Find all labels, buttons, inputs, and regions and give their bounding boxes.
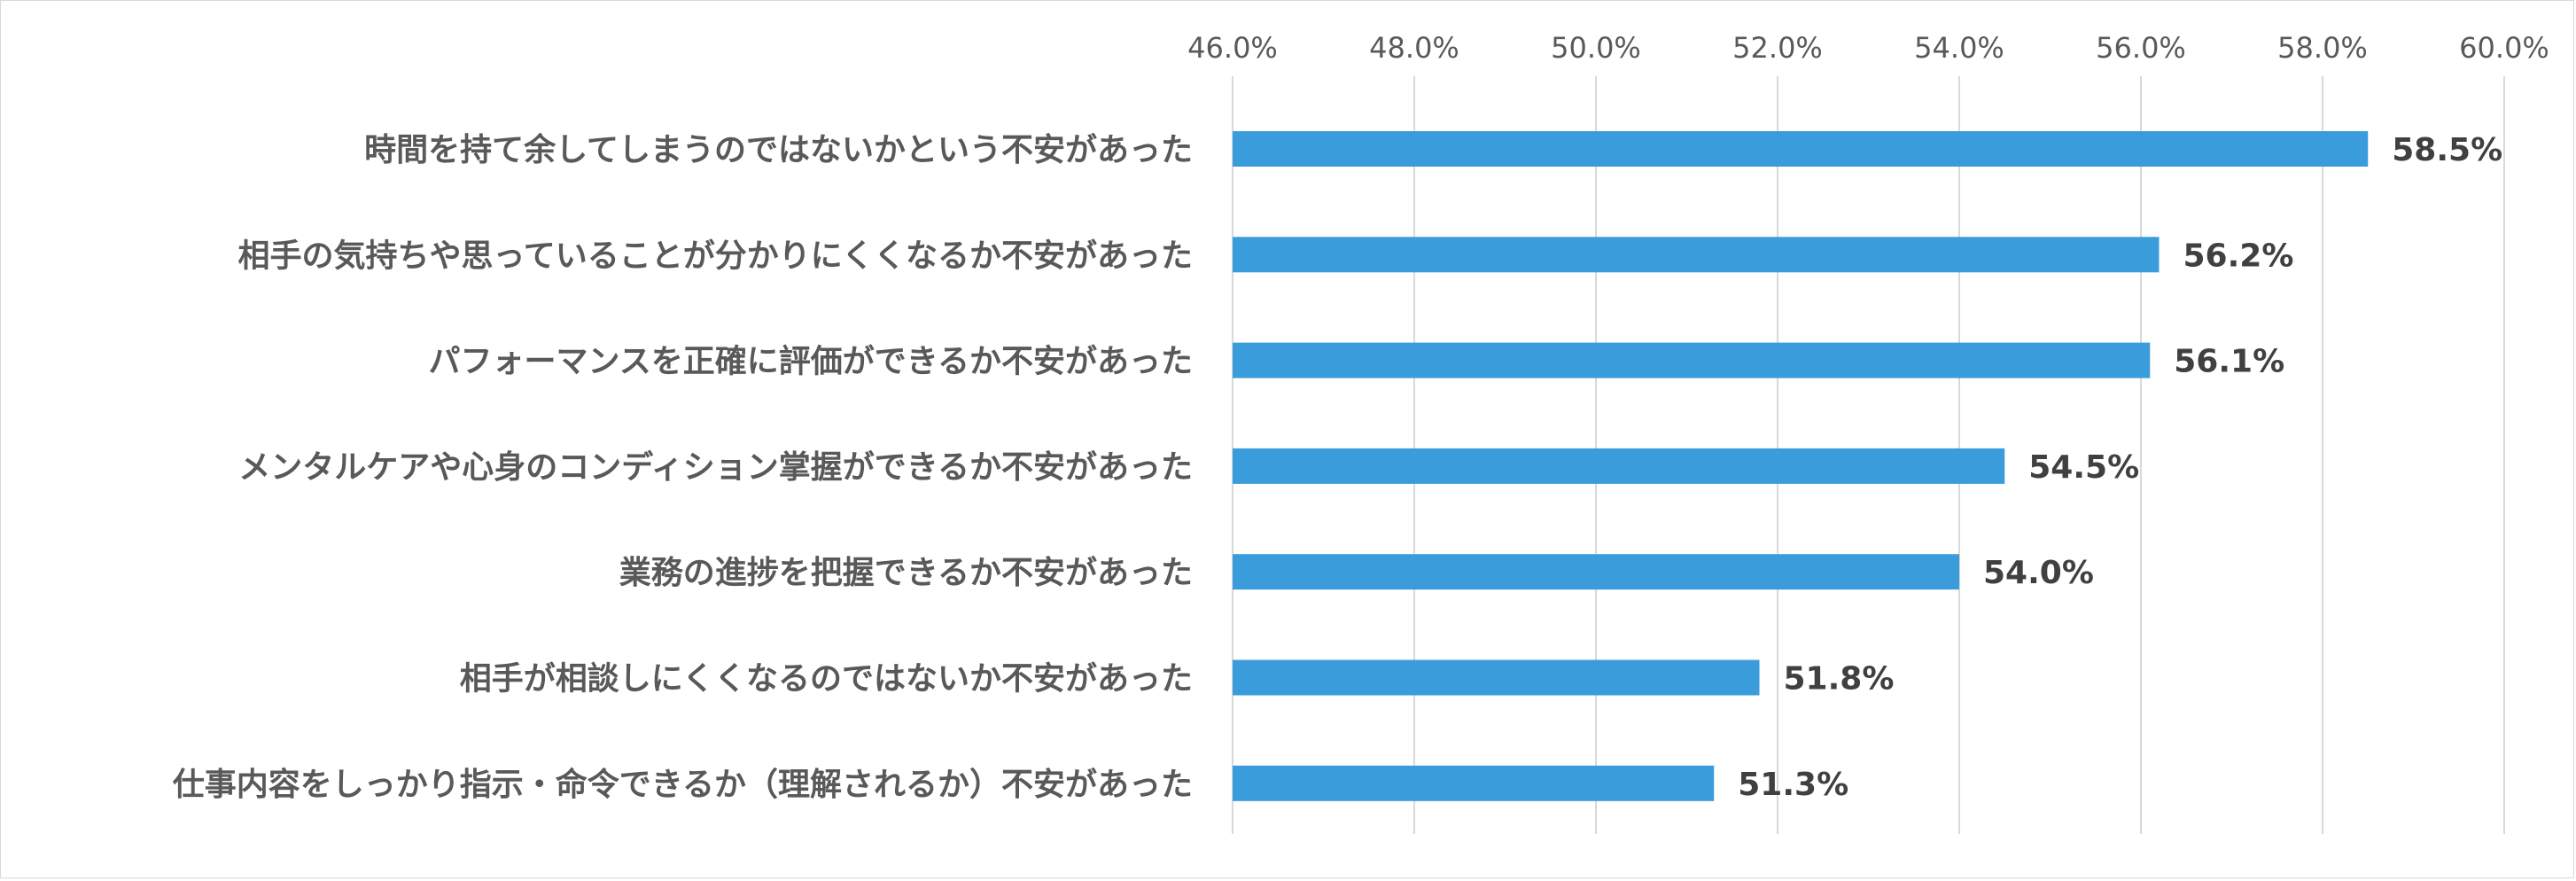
x-tick-label: 60.0%: [2459, 31, 2549, 65]
data-labels: 58.5% 56.2% 56.1% 54.5% 54.0% 51.8% 51.3%: [1738, 132, 2502, 803]
category-label: 相手の気持ちや思っていることが分かりにくくなるか不安があった: [238, 238, 1193, 274]
data-label: 56.1%: [2174, 344, 2284, 380]
bar: [1233, 448, 2005, 484]
data-label: 58.5%: [2392, 132, 2502, 168]
category-label: パフォーマンスを正確に評価ができるか不安があった: [428, 344, 1193, 380]
category-labels: 時間を持て余してしまうのではないかという不安があった相手の気持ちや思っていること…: [173, 131, 1193, 803]
bar: [1233, 554, 1959, 590]
bar: [1233, 342, 2151, 378]
x-axis-ticks: 46.0% 48.0% 50.0% 52.0% 54.0% 56.0% 58.0% 60.0%: [1187, 31, 2549, 65]
data-label: 56.2%: [2183, 238, 2294, 274]
x-tick-label: 48.0%: [1369, 31, 1459, 65]
x-tick-label: 56.0%: [2096, 31, 2186, 65]
data-label: 54.5%: [2028, 449, 2139, 486]
category-label: 時間を持て余してしまうのではないかという不安があった: [364, 131, 1193, 168]
category-label: 業務の進捗を把握できるか不安があった: [619, 555, 1193, 591]
bar: [1233, 131, 2369, 167]
x-tick-label: 58.0%: [2277, 31, 2368, 65]
x-tick-label: 46.0%: [1187, 31, 1278, 65]
category-label: 相手が相談しにくくなるのではないか不安があった: [460, 661, 1193, 698]
data-label: 51.3%: [1738, 767, 1848, 803]
category-label: メンタルケアや心身のコンディション掌握ができるか不安があった: [238, 448, 1193, 486]
bar: [1233, 765, 1715, 801]
category-label: 仕事内容をしっかり指示・命令できるか（理解されるか）不安があった: [173, 766, 1193, 803]
data-label: 51.8%: [1784, 661, 1895, 698]
x-tick-label: 50.0%: [1551, 31, 1641, 65]
x-tick-label: 52.0%: [1732, 31, 1823, 65]
bars: [1233, 131, 2369, 801]
data-label: 54.0%: [1983, 555, 2094, 591]
bar: [1233, 659, 1760, 696]
x-tick-label: 54.0%: [1914, 31, 2004, 65]
bar: [1233, 237, 2160, 273]
